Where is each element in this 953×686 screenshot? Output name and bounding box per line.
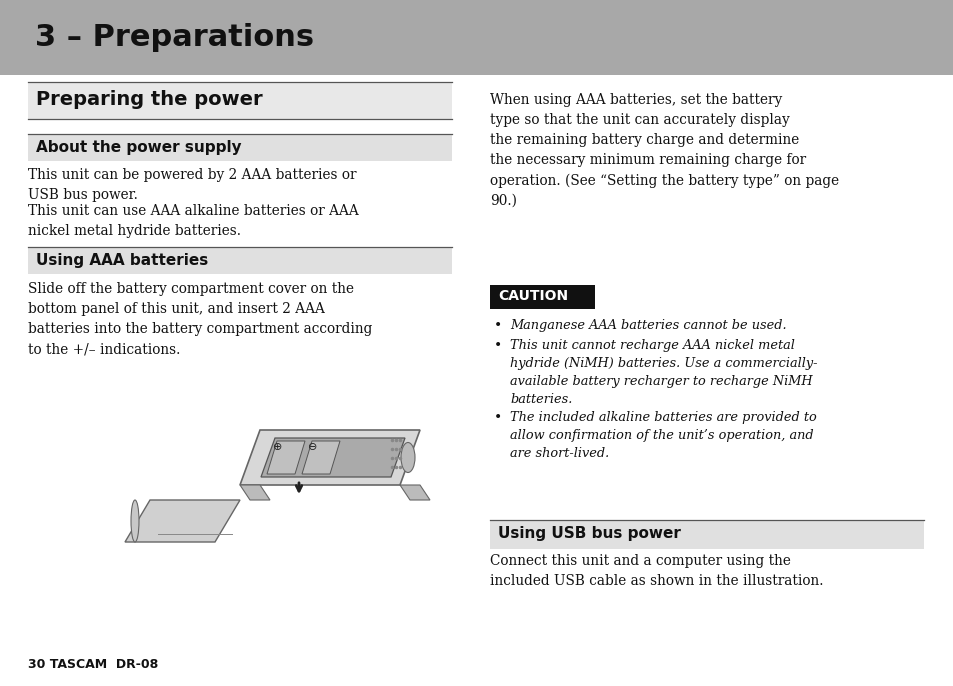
Bar xyxy=(490,285,595,309)
Polygon shape xyxy=(261,438,405,477)
Text: CAUTION: CAUTION xyxy=(497,289,568,303)
Bar xyxy=(0,0,953,75)
Text: This unit can use AAA alkaline batteries or AAA
nickel metal hydride batteries.: This unit can use AAA alkaline batteries… xyxy=(28,204,358,238)
Ellipse shape xyxy=(400,442,415,473)
Text: Connect this unit and a computer using the
included USB cable as shown in the il: Connect this unit and a computer using t… xyxy=(490,554,822,588)
Text: •: • xyxy=(494,411,501,425)
Text: •: • xyxy=(494,319,501,333)
Text: 30 TASCAM  DR-08: 30 TASCAM DR-08 xyxy=(28,658,158,671)
Text: About the power supply: About the power supply xyxy=(36,140,241,155)
Polygon shape xyxy=(399,485,430,500)
Bar xyxy=(28,248,452,274)
Polygon shape xyxy=(240,430,419,485)
Polygon shape xyxy=(302,441,339,474)
Text: Slide off the battery compartment cover on the
bottom panel of this unit, and in: Slide off the battery compartment cover … xyxy=(28,282,372,356)
Text: 3 – Preparations: 3 – Preparations xyxy=(35,23,314,51)
Bar xyxy=(28,83,452,119)
Bar xyxy=(28,135,452,161)
Text: Using USB bus power: Using USB bus power xyxy=(497,526,680,541)
Text: Manganese AAA batteries cannot be used.: Manganese AAA batteries cannot be used. xyxy=(510,319,786,332)
Polygon shape xyxy=(267,441,305,474)
Text: This unit can be powered by 2 AAA batteries or
USB bus power.: This unit can be powered by 2 AAA batter… xyxy=(28,168,356,202)
Text: Preparing the power: Preparing the power xyxy=(36,90,262,109)
Text: The included alkaline batteries are provided to
allow confirmation of the unit’s: The included alkaline batteries are prov… xyxy=(510,411,816,460)
Text: This unit cannot recharge AAA nickel metal
hydride (NiMH) batteries. Use a comme: This unit cannot recharge AAA nickel met… xyxy=(510,339,817,406)
Text: ⊕: ⊕ xyxy=(273,442,282,452)
Polygon shape xyxy=(125,500,240,542)
Polygon shape xyxy=(240,485,270,500)
Text: Using AAA batteries: Using AAA batteries xyxy=(36,253,208,268)
Bar xyxy=(490,521,923,549)
Text: •: • xyxy=(494,339,501,353)
Text: ⊖: ⊖ xyxy=(308,442,317,452)
Ellipse shape xyxy=(131,500,139,542)
Text: When using AAA batteries, set the battery
type so that the unit can accurately d: When using AAA batteries, set the batter… xyxy=(490,93,839,208)
